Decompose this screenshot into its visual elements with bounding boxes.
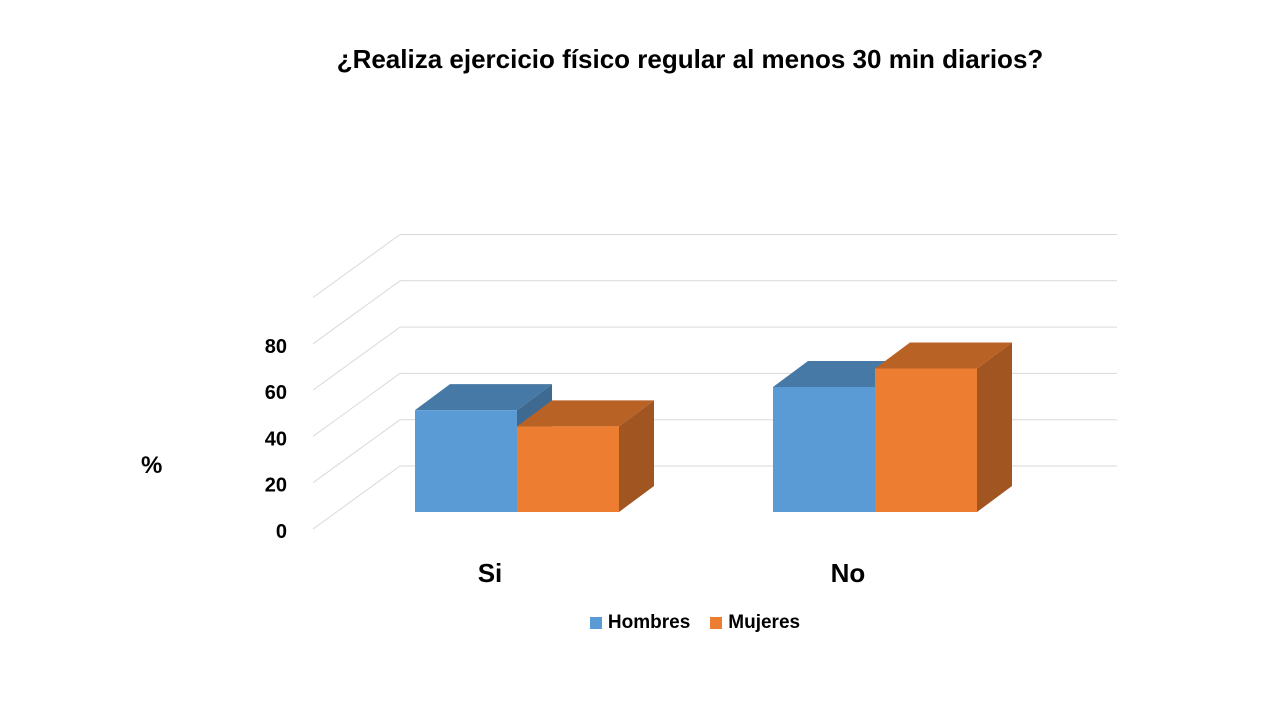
y-tick-label: 40 — [265, 428, 287, 450]
legend-entry: Hombres — [589, 612, 691, 634]
gridline-side — [312, 419, 401, 484]
bar — [517, 400, 654, 512]
legend-swatch — [710, 617, 723, 629]
gridline-side — [312, 234, 401, 298]
bar-side — [619, 400, 654, 512]
y-tick-label: 60 — [265, 382, 287, 404]
bar-top — [517, 400, 654, 427]
x-axis-labels: Si No — [478, 558, 866, 588]
bar-front — [415, 410, 517, 512]
legend: Hombres Mujeres — [0, 612, 1280, 634]
y-axis-label: % — [141, 452, 163, 479]
gridline-side — [312, 326, 401, 391]
x-category-label: Si — [478, 558, 503, 588]
gridline-side — [312, 280, 401, 345]
legend-swatch — [589, 617, 602, 629]
bar — [875, 342, 1012, 512]
y-axis-ticks: 0 20 40 60 80 — [265, 336, 287, 543]
y-tick-label: 20 — [265, 475, 287, 497]
chart-title: ¿Realiza ejercicio físico regular al men… — [336, 44, 1044, 74]
bar-front — [773, 386, 875, 512]
legend-label: Mujeres — [728, 612, 801, 633]
gridlines — [312, 234, 1117, 530]
bars — [415, 342, 1012, 512]
bar-side — [977, 342, 1012, 512]
bar-top — [415, 384, 552, 411]
y-tick-label: 80 — [265, 336, 287, 358]
bar-front — [875, 368, 977, 512]
legend-entry: Mujeres — [710, 612, 800, 634]
y-tick-label: 0 — [276, 521, 287, 543]
x-category-label: No — [831, 558, 866, 588]
gridline-side — [312, 465, 401, 530]
legend-label: Hombres — [607, 612, 691, 633]
bar-top — [875, 342, 1012, 369]
bar-front — [517, 426, 619, 512]
gridline-side — [312, 372, 401, 437]
